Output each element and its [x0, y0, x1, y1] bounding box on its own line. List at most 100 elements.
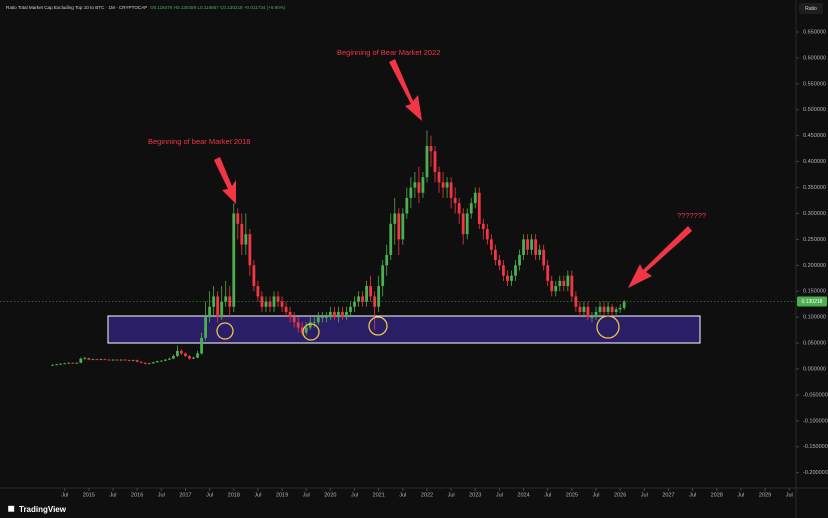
candle-body [417, 182, 421, 193]
y-tick-label: -0.200000 [803, 470, 828, 476]
y-tick-label: 0.550000 [803, 81, 826, 87]
scale-button[interactable] [799, 3, 823, 14]
candle-body [248, 234, 252, 266]
candle-body [550, 280, 554, 292]
x-tick-label: 2021 [373, 492, 385, 498]
candle-body [449, 182, 453, 198]
ohlc-label: O0.118476 H0.130459 L0.116667 C0.130218 … [150, 5, 286, 10]
candle-body [184, 353, 187, 357]
candle-body [377, 286, 381, 307]
marks [0, 130, 795, 366]
candle-body [369, 286, 373, 297]
candle-body [131, 360, 135, 361]
y-tick-label: 0.500000 [803, 107, 826, 113]
candle-body [264, 301, 268, 307]
candle-body [308, 322, 312, 328]
arrows [214, 59, 692, 288]
candle-body [280, 301, 284, 307]
candle-body [107, 359, 111, 361]
x-tick-label: Jul [544, 492, 551, 498]
candle-body [425, 146, 429, 178]
candle-body [228, 296, 232, 307]
candle-body [59, 363, 63, 365]
candle-body [67, 362, 71, 364]
candle-body [75, 362, 79, 364]
candle-body [546, 265, 550, 281]
x-tick-label: 2025 [566, 492, 578, 498]
candle-body [260, 296, 264, 307]
candle-body [163, 359, 167, 361]
candle-body [518, 254, 521, 266]
candle-body [341, 311, 344, 318]
candle-body [83, 358, 87, 359]
candle-body [481, 223, 485, 230]
x-tick-label: Jul [496, 492, 503, 498]
candle-body [296, 322, 300, 328]
logo-mark: ⯀ [8, 505, 15, 514]
x-tick-label: 2023 [469, 492, 481, 498]
candle-body [123, 359, 127, 361]
x-tick-label: Jul [61, 492, 68, 498]
candle-body [91, 359, 95, 360]
candle-body [437, 171, 441, 183]
candle-body [453, 197, 457, 204]
x-tick-label: Jul [592, 492, 599, 498]
candle-body [514, 265, 517, 276]
candle-body [485, 229, 489, 240]
branding[interactable]: TradingView [19, 505, 67, 514]
candle-body [421, 177, 425, 193]
candle-body [135, 360, 139, 362]
x-tick-label: Jul [786, 492, 793, 498]
y-tick-label: 0.600000 [803, 55, 826, 61]
y-tick-label: 0.150000 [803, 289, 826, 295]
candle-body [332, 311, 336, 318]
y-tick-label: 0.350000 [803, 185, 826, 191]
candle-body [216, 296, 220, 318]
x-tick-label: Jul [110, 492, 117, 498]
x-tick-label: Jul [206, 492, 213, 498]
candle-body [127, 360, 131, 361]
candle-body [594, 311, 598, 318]
candle-body [196, 353, 199, 358]
highlight-circle [368, 316, 388, 336]
candle-body [542, 249, 546, 266]
candle-body [171, 356, 175, 359]
candle-body [55, 364, 59, 366]
candle-body [477, 192, 481, 224]
candle-body [393, 213, 397, 224]
candle-body [119, 359, 123, 361]
candle-body [232, 213, 236, 307]
candle-body [151, 362, 155, 364]
candle-body [606, 306, 610, 312]
x-tick-label: Jul [158, 492, 165, 498]
candle-body [614, 309, 618, 312]
candle-body [461, 213, 465, 235]
y-tick-label: 0.250000 [803, 237, 826, 243]
candle-body [353, 301, 356, 307]
candle-body [300, 327, 304, 333]
x-tick-label: 2024 [517, 492, 529, 498]
annotation: Beginning of Bear Market 2022 [337, 48, 440, 57]
candle-body [111, 359, 115, 361]
candle-body [489, 239, 493, 250]
candle-body [522, 239, 525, 255]
x-tick-label: 2026 [614, 492, 626, 498]
candle-body [256, 286, 260, 297]
candle-body [99, 359, 103, 360]
x-tick-label: 2027 [662, 492, 674, 498]
candle-body [586, 306, 590, 318]
y-tick-label: -0.050000 [803, 392, 828, 398]
candle-body [558, 280, 562, 287]
y-tick-label: 0.650000 [803, 29, 826, 35]
candle-body [200, 337, 203, 354]
candle-body [192, 357, 195, 359]
candle-body [618, 307, 622, 310]
x-tick-label: Jul [641, 492, 648, 498]
highlights [216, 315, 620, 341]
candle-body [268, 301, 272, 307]
candle-body [409, 187, 413, 198]
y-tick-label: 0.450000 [803, 133, 826, 139]
scale-button-label[interactable]: Ratio [805, 6, 817, 12]
